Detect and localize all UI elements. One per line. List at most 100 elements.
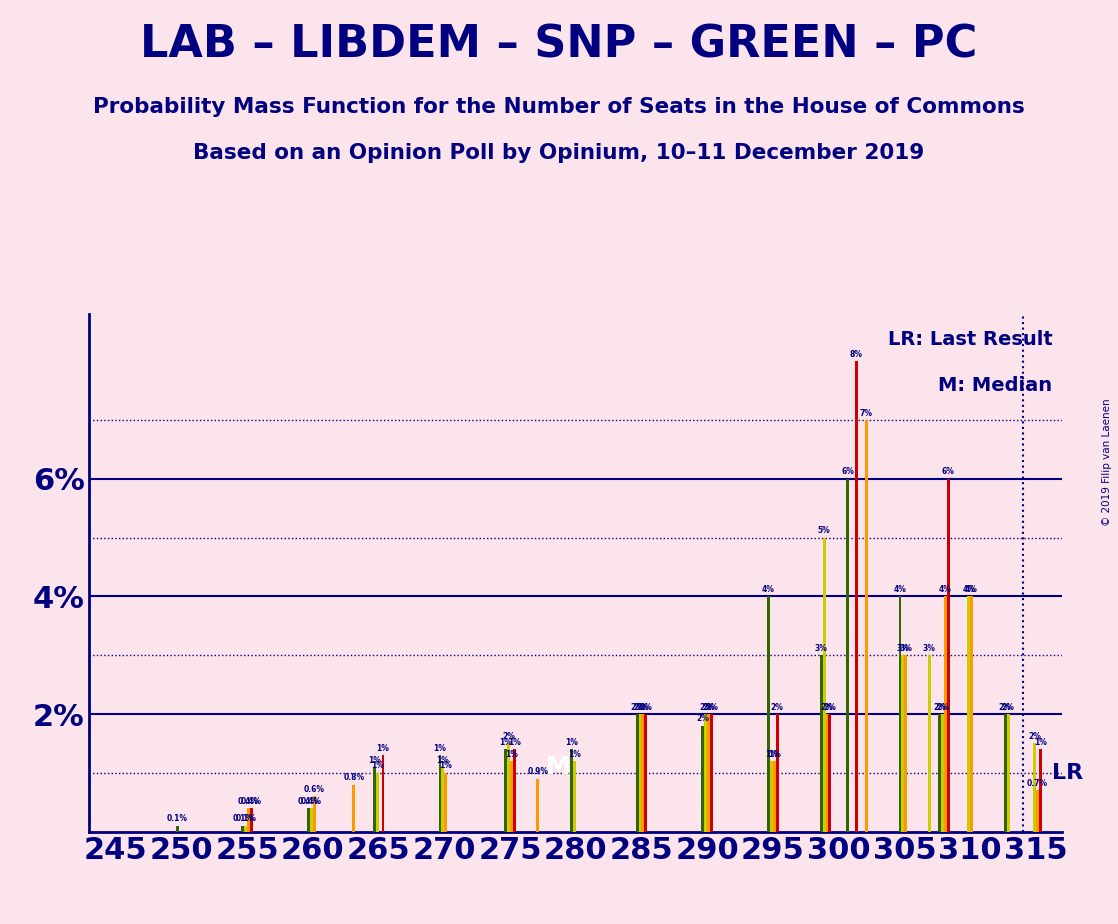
Bar <box>244 826 247 832</box>
Text: 1%: 1% <box>377 744 389 753</box>
Text: Probability Mass Function for the Number of Seats in the House of Commons: Probability Mass Function for the Number… <box>93 97 1025 117</box>
Bar <box>767 596 770 832</box>
Text: 1%: 1% <box>568 749 580 759</box>
Bar <box>510 761 513 832</box>
Text: 4%: 4% <box>762 585 775 594</box>
Text: 1%: 1% <box>371 761 383 771</box>
Text: 2%: 2% <box>934 702 946 711</box>
Text: 0.7%: 0.7% <box>1026 779 1048 788</box>
Bar <box>770 761 773 832</box>
Bar <box>310 808 313 832</box>
Bar <box>1033 744 1035 832</box>
Text: 3%: 3% <box>922 644 936 653</box>
Bar <box>1006 714 1010 832</box>
Text: 2%: 2% <box>631 702 644 711</box>
Text: 0.1%: 0.1% <box>233 814 254 823</box>
Bar <box>823 538 825 832</box>
Bar <box>1004 714 1006 832</box>
Bar <box>438 755 442 832</box>
Text: 2%: 2% <box>998 702 1012 711</box>
Text: 4%: 4% <box>963 585 975 594</box>
Text: 0.1%: 0.1% <box>235 814 256 823</box>
Bar <box>241 826 244 832</box>
Bar <box>352 784 356 832</box>
Bar <box>704 714 708 832</box>
Bar <box>819 655 823 832</box>
Bar <box>638 714 642 832</box>
Bar <box>970 596 973 832</box>
Text: 1%: 1% <box>439 761 452 771</box>
Text: 2%: 2% <box>502 732 515 741</box>
Text: 4%: 4% <box>965 585 978 594</box>
Text: 6%: 6% <box>941 468 955 477</box>
Text: 2%: 2% <box>1027 732 1041 741</box>
Text: 5%: 5% <box>817 527 831 535</box>
Text: 1%: 1% <box>508 738 521 747</box>
Text: 3%: 3% <box>899 644 912 653</box>
Bar <box>508 744 510 832</box>
Text: 1%: 1% <box>436 756 449 764</box>
Bar <box>444 772 447 832</box>
Bar <box>710 714 713 832</box>
Bar <box>776 714 779 832</box>
Text: 3%: 3% <box>815 644 827 653</box>
Bar <box>708 714 710 832</box>
Bar <box>901 655 904 832</box>
Bar <box>247 808 250 832</box>
Bar <box>513 749 515 832</box>
Bar <box>928 655 930 832</box>
Text: 0.6%: 0.6% <box>304 785 325 794</box>
Text: LR: LR <box>1052 763 1082 783</box>
Bar <box>313 796 315 832</box>
Text: 0.9%: 0.9% <box>528 767 548 776</box>
Text: 0.1%: 0.1% <box>167 814 188 823</box>
Text: 2%: 2% <box>639 702 652 711</box>
Text: 8%: 8% <box>850 350 863 359</box>
Bar <box>854 361 858 832</box>
Bar <box>176 826 179 832</box>
Text: Based on an Opinion Poll by Opinium, 10–11 December 2019: Based on an Opinion Poll by Opinium, 10–… <box>193 143 925 164</box>
Text: 1%: 1% <box>565 738 578 747</box>
Text: 3%: 3% <box>897 644 909 653</box>
Text: 2%: 2% <box>770 702 784 711</box>
Bar <box>570 749 572 832</box>
Text: 2%: 2% <box>636 702 650 711</box>
Bar <box>941 714 944 832</box>
Bar <box>967 596 970 832</box>
Bar <box>642 714 644 832</box>
Bar <box>572 761 576 832</box>
Text: 2%: 2% <box>700 702 712 711</box>
Bar <box>644 714 647 832</box>
Bar <box>865 420 868 832</box>
Bar <box>250 808 253 832</box>
Text: 1%: 1% <box>1034 738 1046 747</box>
Bar <box>372 767 376 832</box>
Text: 1%: 1% <box>768 749 780 759</box>
Text: 0.8%: 0.8% <box>343 773 364 783</box>
Text: 1%: 1% <box>505 749 518 759</box>
Bar <box>307 808 310 832</box>
Bar <box>947 479 949 832</box>
Text: 0.4%: 0.4% <box>238 796 259 806</box>
Text: 2%: 2% <box>821 702 833 711</box>
Text: 2%: 2% <box>697 714 709 723</box>
Text: 4%: 4% <box>939 585 951 594</box>
Bar <box>846 479 849 832</box>
Bar <box>944 596 947 832</box>
Text: © 2019 Filip van Laenen: © 2019 Filip van Laenen <box>1102 398 1112 526</box>
Text: M: Median: M: Median <box>938 376 1052 395</box>
Text: 0.4%: 0.4% <box>299 796 319 806</box>
Bar <box>504 749 508 832</box>
Text: LR: Last Result: LR: Last Result <box>888 330 1052 348</box>
Bar <box>381 755 385 832</box>
Text: LAB – LIBDEM – SNP – GREEN – PC: LAB – LIBDEM – SNP – GREEN – PC <box>141 23 977 67</box>
Text: 2%: 2% <box>702 702 716 711</box>
Bar <box>537 779 539 832</box>
Bar <box>636 714 638 832</box>
Bar <box>904 655 908 832</box>
Text: 1%: 1% <box>434 744 446 753</box>
Bar <box>773 761 776 832</box>
Bar <box>1035 790 1039 832</box>
Text: 6%: 6% <box>841 468 854 477</box>
Text: 0.4%: 0.4% <box>241 796 262 806</box>
